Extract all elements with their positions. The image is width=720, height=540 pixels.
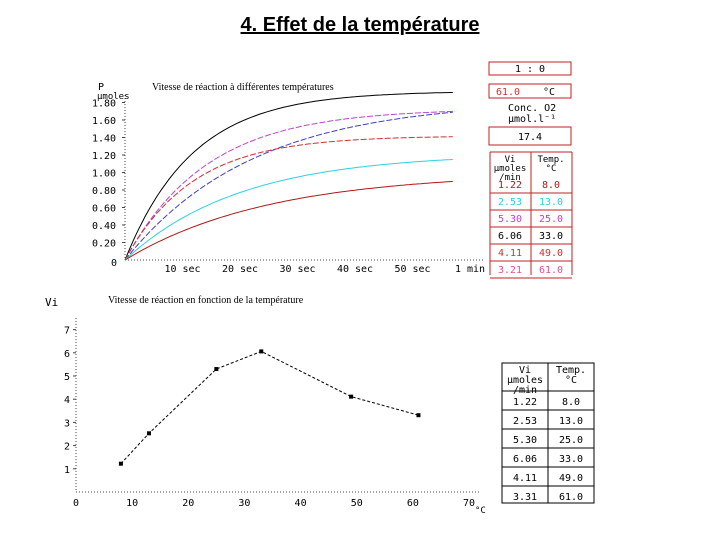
bottom-y-tick-label: 3 [64,418,70,429]
bottom-data-point [118,461,123,466]
top-origin-label: 0 [111,258,117,269]
top-x-tick-label: 40 sec [337,264,373,275]
conc-unit: µmol.l⁻¹ [508,114,556,125]
top-table-vi: 3.21 [498,265,522,276]
top-y-tick-label: 0.40 [92,221,116,232]
bottom-table-vi: 4.11 [513,473,537,484]
temp-box [488,83,572,99]
temp-value: 61.0 [496,87,520,98]
top-x-tick-label: 30 sec [279,264,315,275]
bottom-chart-title: Vitesse de réaction en fonction de la te… [108,295,304,306]
bottom-table-header-temp-2: °C [565,375,577,386]
top-y-tick-label: 1.40 [92,134,116,145]
top-series-line [124,180,453,261]
bottom-table-header-vi-2: µmoles [507,375,543,386]
bottom-x-tick-label: 30 [238,498,250,509]
ratio-box [488,61,572,76]
top-chart-title: Vitesse de réaction à différentes tempér… [152,82,334,93]
top-series-line [124,111,453,261]
top-table-header-vi-2: µmoles [494,164,527,174]
top-series-line [124,110,453,261]
bottom-chart: Vi Vitesse de réaction en fonction de la… [45,295,486,516]
bottom-table-temp: 25.0 [559,435,583,446]
bottom-y-tick-label: 5 [64,372,70,383]
bottom-y-tick-label: 1 [64,465,70,476]
top-x-tick-label: 20 sec [222,264,258,275]
bottom-data-point [146,431,151,436]
bottom-y-label: Vi [45,296,58,309]
bottom-table-vi: 2.53 [513,416,537,427]
top-table-temp: 13.0 [539,197,563,208]
top-table-vi: 4.11 [498,248,522,259]
top-x-tick-label: 10 sec [164,264,200,275]
bottom-table-vi: 3.31 [513,492,537,503]
bottom-data-point [214,367,219,372]
bottom-y-tick-label: 7 [64,326,70,337]
bottom-table-header-temp-1: Temp. [556,365,586,376]
top-table-vi: 5.30 [498,214,522,225]
top-x-tick-label: 50 sec [394,264,430,275]
bottom-y-tick-label: 4 [64,395,70,406]
bottom-table-vi: 1.22 [513,397,537,408]
top-table-vi: 6.06 [498,231,522,242]
top-table-header-temp-2: °C [546,164,557,174]
bottom-x-tick-label: 60 [407,498,419,509]
conc-box [488,126,572,146]
top-table-vi: 1.22 [498,180,522,191]
temp-unit: °C [543,87,555,98]
top-series-line [124,92,453,261]
bottom-table-vi: 5.30 [513,435,537,446]
bottom-y-tick-label: 2 [64,442,70,453]
top-table-temp: 33.0 [539,231,563,242]
bottom-series-line [120,350,419,465]
bottom-table-vi: 6.06 [513,454,537,465]
bottom-y-tick-label: 6 [64,349,70,360]
top-y-tick-label: 1.20 [92,151,116,162]
bottom-x-tick-label: 50 [351,498,363,509]
top-table-header-temp-1: Temp. [537,155,564,165]
top-y-tick-label: 1.00 [92,169,116,180]
top-table-header-vi-3: /min [499,173,521,183]
top-table-temp: 8.0 [542,180,560,191]
bottom-table-temp: 49.0 [559,473,583,484]
top-table-temp: 49.0 [539,248,563,259]
top-y-label-2: µmoles [97,92,130,102]
top-y-label-1: P [98,82,104,93]
bottom-table-temp: 61.0 [559,492,583,503]
top-table-vi: 2.53 [498,197,522,208]
top-table-header-vi-1: Vi [505,155,516,165]
bottom-x-tick-label: 40 [295,498,307,509]
bottom-data-point [259,349,264,354]
page-title: 4. Effet de la température [240,14,480,36]
bottom-table: Vi µmoles /min Temp. °C 1.22 8.02.53 13.05… [501,362,595,504]
top-table-temp: 25.0 [539,214,563,225]
top-y-tick-label: 1.60 [92,116,116,127]
bottom-table-header-vi-1: Vi [519,365,531,376]
bottom-table-temp: 13.0 [559,416,583,427]
top-x-tick-label: 1 min [455,264,485,275]
top-y-tick-label: 0.60 [92,204,116,215]
top-table: Vi µmoles /min Temp. °C 1.22 8.0 2.53 13.0 5… [489,151,573,279]
top-series-line [124,136,453,261]
top-y-tick-label: 1.80 [92,99,116,110]
bottom-data-point [349,394,354,399]
bottom-table-temp: 33.0 [559,454,583,465]
top-series-line [124,158,453,261]
bottom-data-point [416,413,421,418]
top-table-temp: 61.0 [539,265,563,276]
top-y-tick-label: 0.80 [92,186,116,197]
conc-value: 17.4 [518,132,542,143]
bottom-x-tick-label: 0 [73,498,79,509]
bottom-x-tick-label: 20 [182,498,194,509]
bottom-x-tick-label: 10 [126,498,138,509]
top-chart: P µmoles Vitesse de réaction à différent… [92,82,485,275]
bottom-x-unit: °C [475,506,486,516]
bottom-table-temp: 8.0 [562,397,580,408]
info-box: 1 : 0 61.0 °C Conc. O2 µmol.l⁻¹ 17.4 [488,61,572,146]
conc-label: Conc. O2 [508,103,556,114]
bottom-x-tick-label: 70 [463,498,475,509]
top-y-tick-label: 0.20 [92,239,116,250]
ratio-value: 1 : 0 [515,64,545,75]
